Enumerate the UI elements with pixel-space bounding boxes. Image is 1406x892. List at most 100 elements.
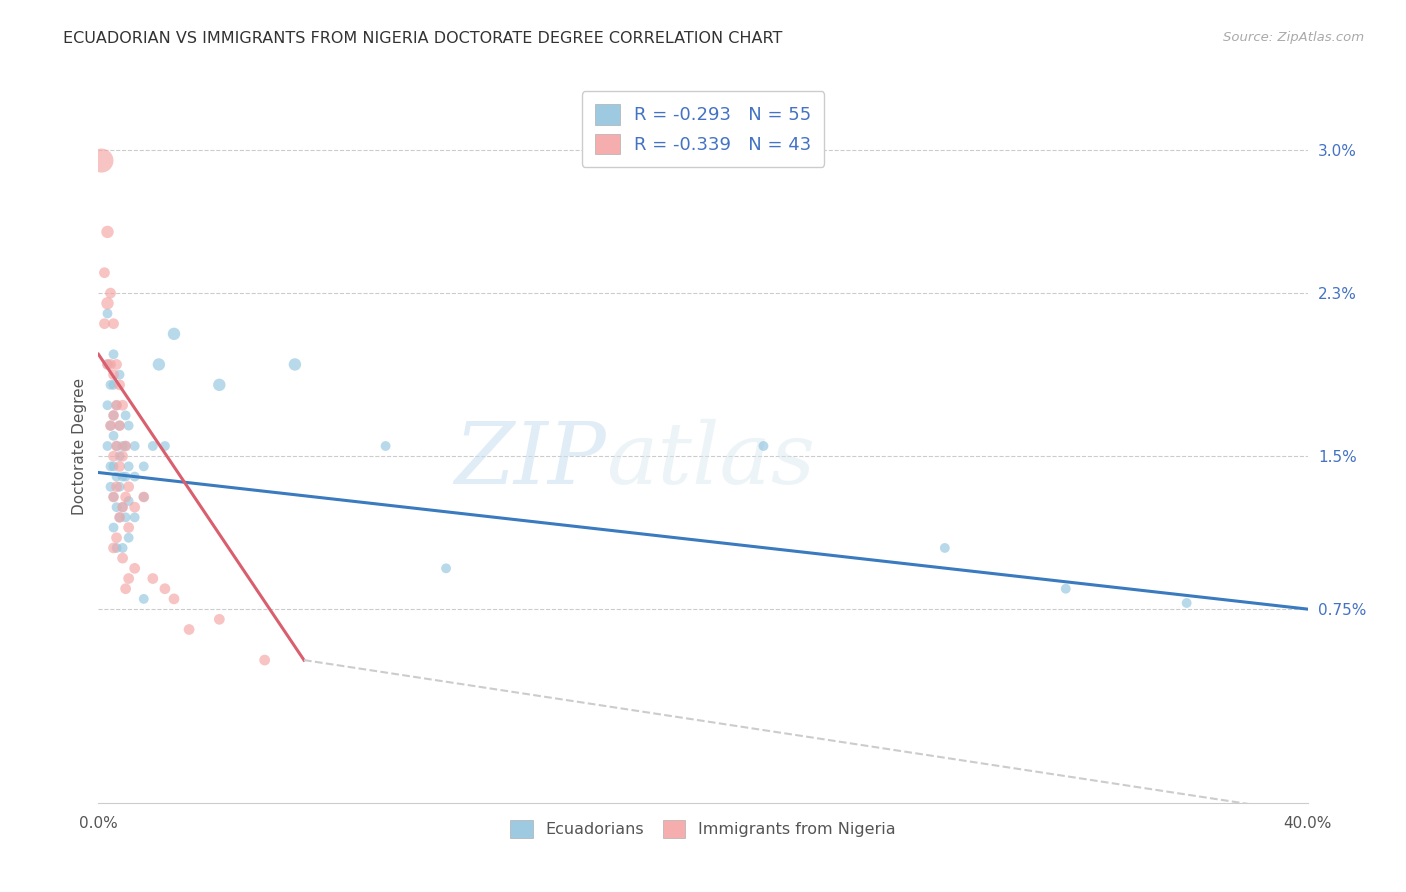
Point xyxy=(96,358,118,372)
Point xyxy=(96,398,118,412)
Point xyxy=(114,409,136,423)
Point xyxy=(132,459,155,474)
Point xyxy=(142,572,165,586)
Point xyxy=(124,561,146,575)
Point xyxy=(132,490,155,504)
Point xyxy=(105,439,128,453)
Point xyxy=(118,418,141,433)
Point xyxy=(111,541,134,555)
Point xyxy=(103,409,125,423)
Point xyxy=(103,449,125,463)
Point xyxy=(434,561,457,575)
Point xyxy=(208,377,231,392)
Point xyxy=(103,377,125,392)
Point xyxy=(108,418,131,433)
Point xyxy=(111,469,134,483)
Point xyxy=(108,368,131,382)
Point xyxy=(103,429,125,443)
Point xyxy=(132,490,155,504)
Point xyxy=(118,480,141,494)
Legend: Ecuadorians, Immigrants from Nigeria: Ecuadorians, Immigrants from Nigeria xyxy=(503,814,903,845)
Point xyxy=(108,510,131,524)
Point xyxy=(114,490,136,504)
Point xyxy=(93,317,115,331)
Point xyxy=(118,459,141,474)
Point xyxy=(105,531,128,545)
Point xyxy=(114,582,136,596)
Point xyxy=(90,153,112,168)
Point xyxy=(108,418,131,433)
Point xyxy=(105,480,128,494)
Point xyxy=(163,326,186,341)
Point xyxy=(105,500,128,515)
Point xyxy=(108,480,131,494)
Point xyxy=(96,439,118,453)
Point xyxy=(114,469,136,483)
Point xyxy=(100,377,122,392)
Point xyxy=(153,439,176,453)
Point xyxy=(124,469,146,483)
Point xyxy=(105,398,128,412)
Text: Source: ZipAtlas.com: Source: ZipAtlas.com xyxy=(1223,31,1364,45)
Point xyxy=(93,266,115,280)
Y-axis label: Doctorate Degree: Doctorate Degree xyxy=(72,377,87,515)
Point xyxy=(253,653,276,667)
Point xyxy=(100,418,122,433)
Point xyxy=(111,398,134,412)
Point xyxy=(96,358,118,372)
Point xyxy=(118,531,141,545)
Point xyxy=(108,459,131,474)
Point xyxy=(111,439,134,453)
Point xyxy=(374,439,396,453)
Point xyxy=(100,418,122,433)
Point xyxy=(124,510,146,524)
Point xyxy=(111,500,134,515)
Point xyxy=(111,449,134,463)
Point xyxy=(103,347,125,361)
Point xyxy=(105,358,128,372)
Point xyxy=(100,286,122,301)
Point xyxy=(103,459,125,474)
Point xyxy=(118,520,141,534)
Text: atlas: atlas xyxy=(606,419,815,501)
Point xyxy=(103,520,125,534)
Point xyxy=(96,296,118,310)
Point xyxy=(108,377,131,392)
Point xyxy=(105,439,128,453)
Point xyxy=(284,358,307,372)
Point xyxy=(179,623,201,637)
Point xyxy=(124,500,146,515)
Point xyxy=(108,510,131,524)
Point xyxy=(103,409,125,423)
Point xyxy=(100,480,122,494)
Point xyxy=(105,398,128,412)
Point xyxy=(118,494,141,508)
Point xyxy=(114,510,136,524)
Point xyxy=(111,551,134,566)
Point xyxy=(142,439,165,453)
Point xyxy=(752,439,775,453)
Point xyxy=(111,500,134,515)
Point xyxy=(96,306,118,320)
Point xyxy=(148,358,170,372)
Point xyxy=(114,439,136,453)
Point xyxy=(105,469,128,483)
Point xyxy=(100,459,122,474)
Point xyxy=(1054,582,1077,596)
Point xyxy=(153,582,176,596)
Point xyxy=(105,541,128,555)
Point xyxy=(163,591,186,606)
Point xyxy=(118,572,141,586)
Point xyxy=(100,358,122,372)
Point xyxy=(208,612,231,626)
Point xyxy=(103,490,125,504)
Point xyxy=(103,317,125,331)
Point xyxy=(132,591,155,606)
Point xyxy=(103,490,125,504)
Point xyxy=(103,368,125,382)
Point xyxy=(103,541,125,555)
Text: ZIP: ZIP xyxy=(454,419,606,501)
Point xyxy=(934,541,956,555)
Point xyxy=(96,225,118,239)
Text: ECUADORIAN VS IMMIGRANTS FROM NIGERIA DOCTORATE DEGREE CORRELATION CHART: ECUADORIAN VS IMMIGRANTS FROM NIGERIA DO… xyxy=(63,31,783,46)
